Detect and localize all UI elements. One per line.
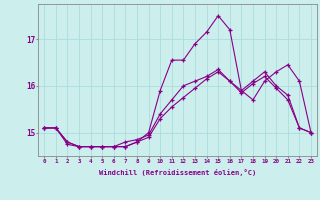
X-axis label: Windchill (Refroidissement éolien,°C): Windchill (Refroidissement éolien,°C) [99, 169, 256, 176]
